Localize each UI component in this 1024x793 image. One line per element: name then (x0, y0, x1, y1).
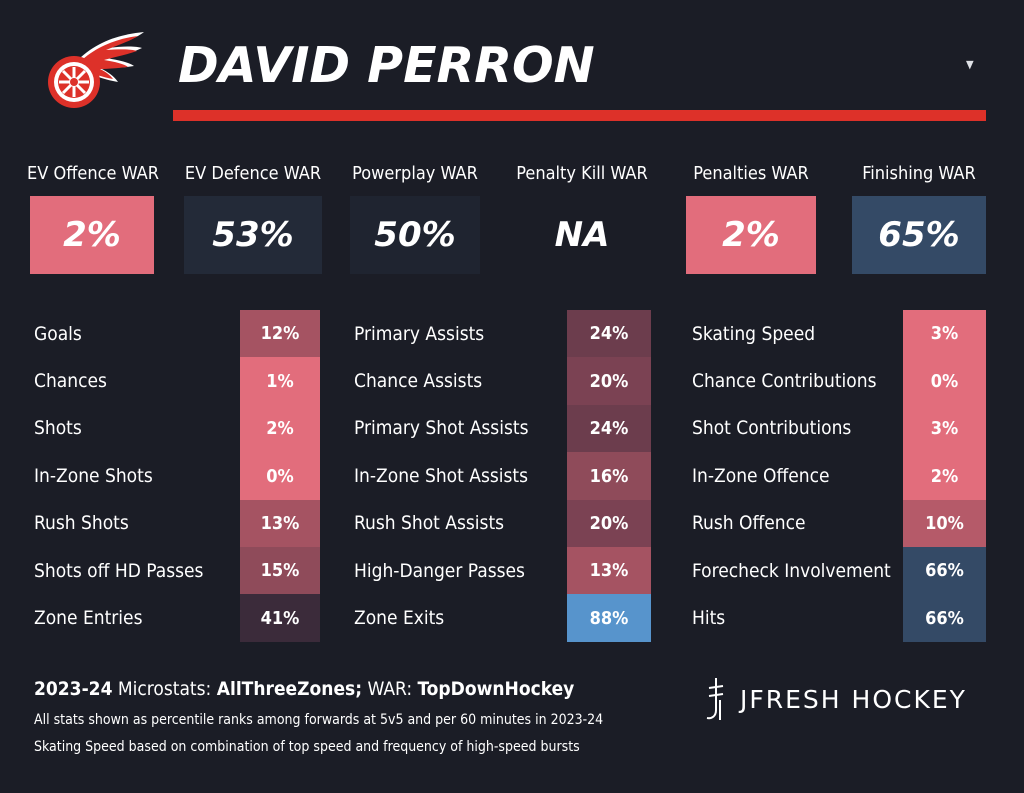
stat-label: Zone Entries (34, 606, 143, 629)
stat-label: Shot Contributions (692, 417, 852, 440)
stat-label: Rush Offence (692, 512, 806, 535)
stat-label: High-Danger Passes (354, 559, 525, 582)
war-label-ev-offence: EV Offence WAR (27, 163, 159, 184)
stat-value: 16% (567, 452, 651, 501)
war-value-penalties: 2% (686, 196, 816, 274)
accent-bar (173, 110, 986, 121)
footer-war-label: WAR: (362, 678, 418, 700)
stat-label: Forecheck Involvement (692, 559, 891, 582)
footer-war-source: TopDownHockey (417, 678, 575, 700)
stat-value: 2% (240, 404, 320, 453)
stat-value: 20% (567, 357, 651, 406)
footer-title: 2023-24 Microstats: AllThreeZones; WAR: … (34, 678, 574, 700)
stat-value: 15% (240, 547, 320, 595)
stat-value: 66% (903, 594, 986, 643)
stat-label: Zone Exits (354, 606, 445, 629)
stat-value: 20% (567, 499, 651, 548)
stat-label: Primary Shot Assists (354, 417, 529, 440)
stat-label: In-Zone Shots (34, 464, 153, 487)
stat-label: Chances (34, 369, 107, 392)
caret-down-icon[interactable]: ▼ (966, 58, 974, 71)
stat-label: Skating Speed (692, 322, 816, 345)
stat-value: 0% (903, 357, 986, 406)
stat-label: Shots off HD Passes (34, 559, 204, 582)
footer-note-percentile: All stats shown as percentile ranks amon… (34, 712, 604, 728)
stat-value: 24% (567, 310, 651, 358)
stat-label: Chance Assists (354, 369, 483, 392)
war-label-penalty-kill: Penalty Kill WAR (516, 163, 648, 184)
war-value-powerplay: 50% (350, 196, 480, 274)
war-label-finishing: Finishing WAR (862, 163, 976, 184)
stat-value: 10% (903, 499, 986, 548)
stat-value: 3% (903, 310, 986, 358)
stat-value: 1% (240, 357, 320, 406)
stat-value: 13% (567, 547, 651, 595)
war-value-finishing: 65% (852, 196, 986, 274)
red-wings-logo-icon (48, 32, 144, 108)
jfresh-logo-icon (706, 678, 724, 720)
stat-value: 88% (567, 594, 651, 643)
stat-label: Goals (34, 322, 82, 345)
stat-label: Rush Shot Assists (354, 512, 505, 535)
brand-name: JFRESH HOCKEY (740, 684, 967, 714)
stat-value: 41% (240, 594, 320, 643)
footer-microstats-source: AllThreeZones; (216, 678, 363, 700)
stat-label: Shots (34, 417, 82, 440)
stat-label: Rush Shots (34, 512, 129, 535)
brand: JFRESH HOCKEY (704, 676, 967, 722)
war-label-powerplay: Powerplay WAR (352, 163, 478, 184)
stat-value: 13% (240, 499, 320, 548)
war-value-ev-offence: 2% (30, 196, 154, 274)
stat-value: 0% (240, 452, 320, 501)
stat-label: Primary Assists (354, 322, 485, 345)
stat-label: In-Zone Shot Assists (354, 464, 529, 487)
stat-value: 24% (567, 404, 651, 453)
war-value-ev-defence: 53% (184, 196, 322, 274)
footer-season: 2023-24 (34, 678, 113, 700)
footer-note-skating: Skating Speed based on combination of to… (34, 739, 580, 755)
war-label-penalties: Penalties WAR (693, 163, 809, 184)
stat-value: 2% (903, 452, 986, 501)
war-label-ev-defence: EV Defence WAR (184, 163, 322, 184)
stat-label: Chance Contributions (692, 369, 877, 392)
stat-value: 66% (903, 547, 986, 595)
stat-label: Hits (692, 606, 726, 629)
war-value-penalty-kill: NA (516, 196, 648, 274)
stat-value: 3% (903, 404, 986, 453)
player-name: DAVID PERRON (178, 37, 595, 94)
stat-value: 12% (240, 310, 320, 358)
footer-microstats-label: Microstats: (112, 678, 217, 700)
stat-label: In-Zone Offence (692, 464, 830, 487)
